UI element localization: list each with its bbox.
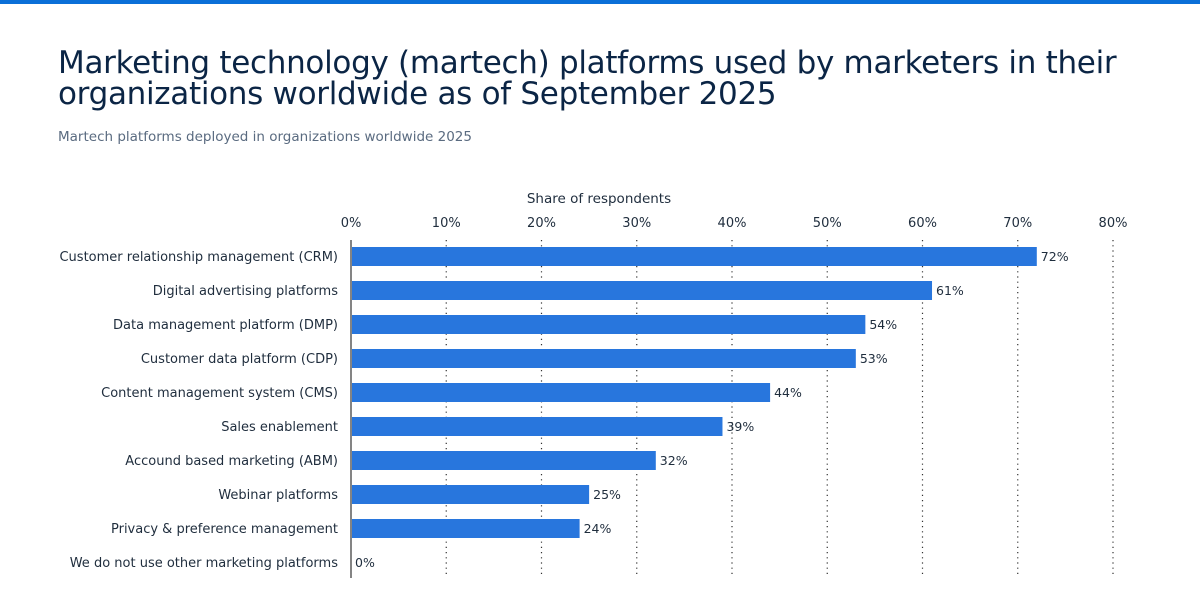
category-label: Digital advertising platforms: [153, 284, 339, 299]
bar: [352, 417, 723, 436]
category-label: Content management system (CMS): [101, 386, 338, 401]
value-label: 25%: [593, 487, 621, 502]
chart-title: Marketing technology (martech) platforms…: [58, 45, 1117, 112]
x-axis-label: Share of respondents: [527, 191, 671, 207]
bar: [352, 519, 580, 538]
category-label: We do not use other marketing platforms: [70, 556, 338, 571]
bar: [352, 383, 771, 402]
category-label: Customer data platform (CDP): [141, 352, 338, 367]
bar: [352, 451, 656, 470]
bar: [352, 247, 1037, 266]
category-label: Webinar platforms: [218, 488, 338, 503]
bar: [352, 485, 590, 504]
value-label: 32%: [660, 453, 688, 468]
bar: [352, 349, 856, 368]
x-tick-label: 10%: [432, 216, 461, 231]
x-tick-label: 30%: [622, 216, 651, 231]
value-label: 0%: [355, 555, 375, 570]
value-label: 72%: [1041, 249, 1069, 264]
value-label: 61%: [936, 283, 964, 298]
top-accent-bar: [0, 0, 1200, 4]
x-tick-label: 20%: [527, 216, 556, 231]
value-label: 54%: [869, 317, 897, 332]
value-label: 24%: [584, 521, 612, 536]
x-tick-label: 70%: [1003, 216, 1032, 231]
category-label: Privacy & preference management: [111, 522, 338, 537]
chart-subtitle: Martech platforms deployed in organizati…: [58, 129, 472, 145]
x-tick-label: 60%: [908, 216, 937, 231]
x-tick-label: 50%: [813, 216, 842, 231]
category-label: Customer relationship management (CRM): [59, 250, 338, 265]
category-label: Accound based marketing (ABM): [125, 454, 338, 469]
category-label: Data management platform (DMP): [113, 318, 338, 333]
bar: [352, 281, 933, 300]
bar: [352, 315, 866, 334]
value-label: 39%: [726, 419, 754, 434]
category-label: Sales enablement: [221, 420, 338, 435]
x-tick-label: 0%: [341, 216, 362, 231]
value-label: 44%: [774, 385, 802, 400]
value-label: 53%: [860, 351, 888, 366]
x-tick-label: 40%: [718, 216, 747, 231]
x-tick-label: 80%: [1099, 216, 1128, 231]
